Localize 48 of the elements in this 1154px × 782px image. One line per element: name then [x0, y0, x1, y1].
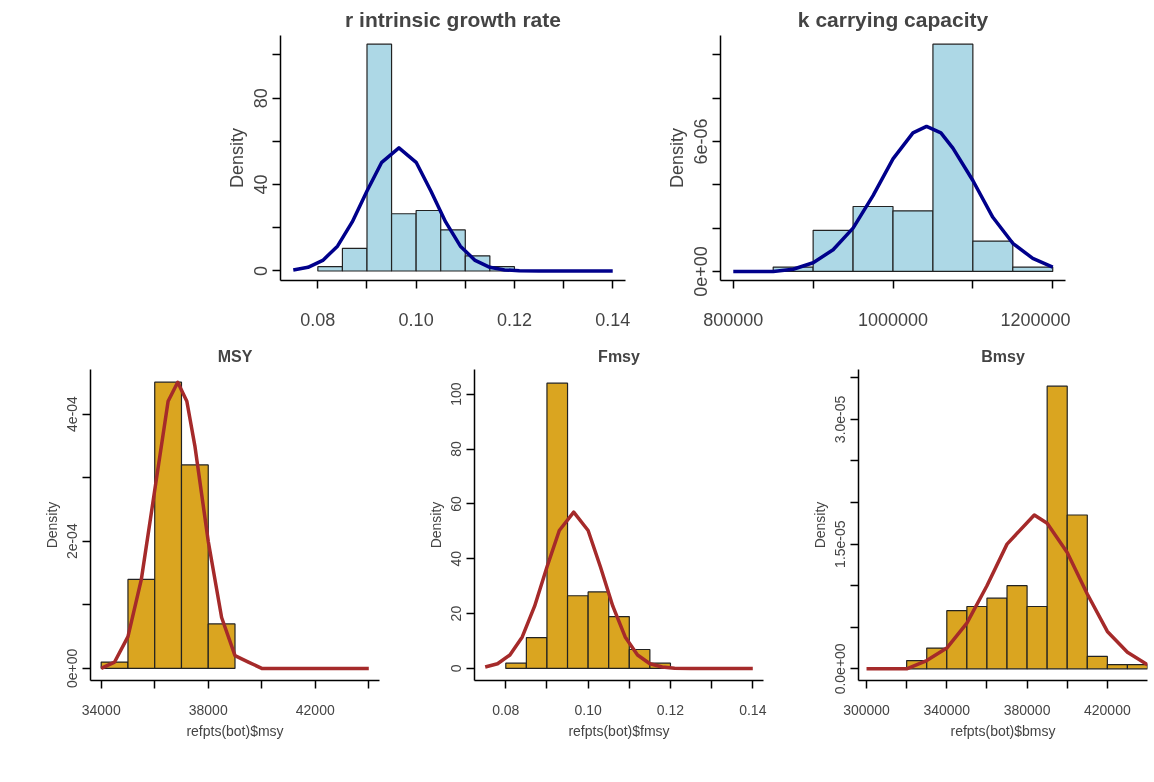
y-tick-label: 0e+00	[691, 246, 712, 297]
x-tick-label: 0.14	[595, 309, 631, 330]
y-tick-label: 2e-04	[64, 523, 81, 560]
x-tick-label: 0.12	[656, 701, 685, 718]
x-tick-label: 800000	[703, 309, 764, 330]
y-tick-label: 80	[448, 441, 465, 457]
x-tick-label: 0.08	[492, 701, 520, 718]
x-tick-label: 1000000	[857, 309, 929, 330]
y-axis-title: Density	[666, 127, 687, 189]
x-tick-label: 42000	[295, 701, 335, 718]
chart-title: r intrinsic growth rate	[345, 7, 561, 31]
y-tick-label: 0	[448, 664, 465, 673]
y-tick-label: 40	[448, 550, 465, 567]
x-tick-label: 340000	[923, 701, 971, 718]
y-tick-label: 80	[251, 88, 272, 109]
x-tick-label: 38000	[188, 701, 228, 718]
y-tick-label: 1.5e-05	[832, 520, 849, 568]
chart-title: Bmsy	[981, 347, 1025, 365]
x-tick-label: 0.14	[739, 701, 767, 718]
x-axis-title: refpts(bot)$fmsy	[568, 722, 670, 739]
y-axis-title: Density	[811, 501, 828, 549]
x-tick-label: 380000	[1003, 701, 1051, 718]
x-axis-title: refpts(bot)$bmsy	[950, 722, 1056, 739]
x-tick-label: 0.10	[574, 701, 602, 718]
y-tick-label: 0.0e+00	[832, 643, 849, 695]
x-tick-label: 0.12	[496, 309, 532, 330]
chart-title: MSY	[217, 347, 253, 365]
x-axis-title: refpts(bot)$msy	[186, 722, 284, 739]
y-tick-label: 6e-06	[691, 118, 712, 165]
x-tick-label: 34000	[81, 701, 121, 718]
x-tick-label: 0.10	[398, 309, 434, 330]
x-tick-label: 420000	[1084, 701, 1131, 718]
y-axis-title: Density	[43, 501, 60, 549]
chart-title: Fmsy	[598, 347, 640, 365]
y-tick-label: 40	[251, 174, 272, 195]
chart-title: k carrying capacity	[797, 7, 989, 31]
x-tick-label: 300000	[843, 701, 891, 718]
y-axis-title: Density	[226, 127, 247, 189]
x-tick-label: 0.08	[300, 309, 336, 330]
y-axis-title: Density	[427, 501, 444, 549]
y-tick-label: 0	[251, 265, 272, 276]
x-tick-label: 1200000	[1000, 309, 1071, 330]
y-tick-label: 100	[448, 382, 465, 406]
y-tick-label: 0e+00	[64, 648, 81, 689]
y-tick-label: 60	[448, 495, 465, 512]
y-tick-label: 3.0e-05	[832, 395, 849, 444]
y-tick-label: 20	[448, 605, 465, 622]
y-tick-label: 4e-04	[64, 395, 81, 432]
